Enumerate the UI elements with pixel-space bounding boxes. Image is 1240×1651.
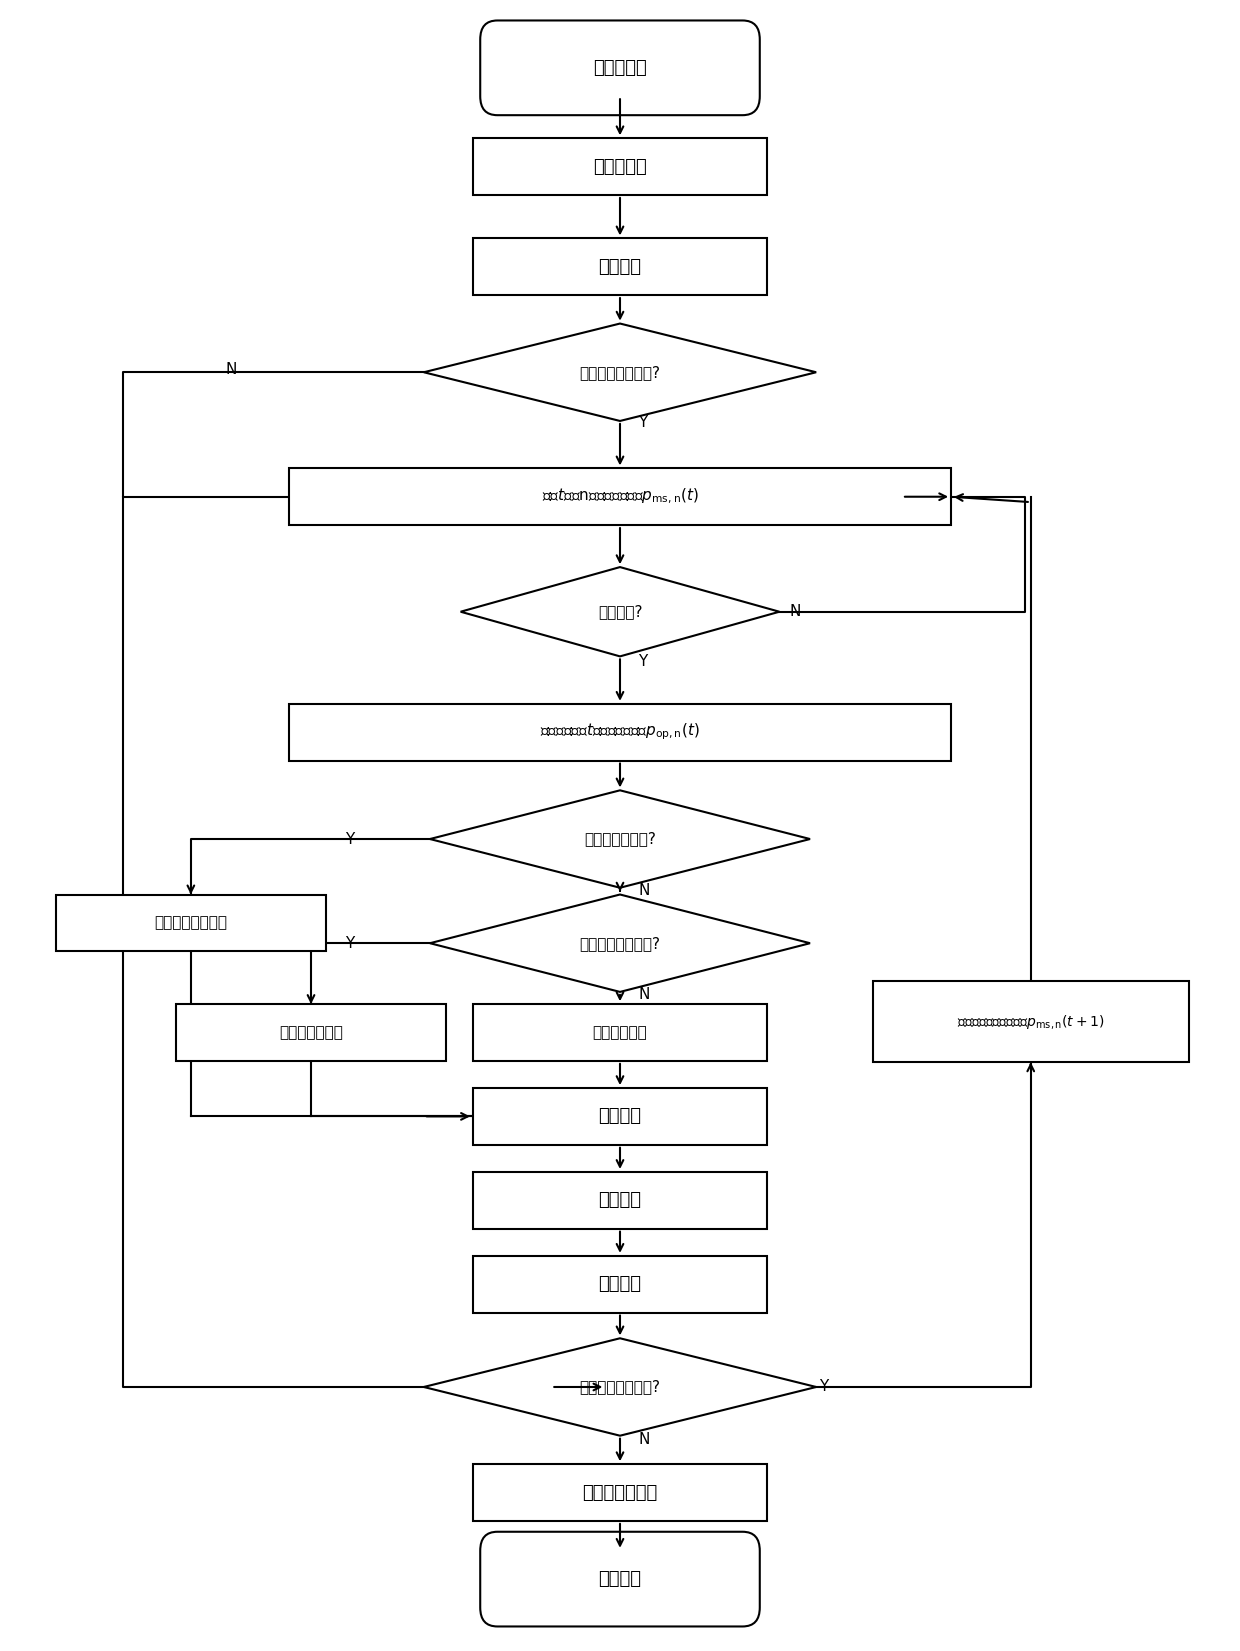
- Text: 运行自检是否通过?: 运行自检是否通过?: [579, 1380, 661, 1395]
- Text: N: N: [639, 883, 650, 898]
- Text: 读取下一时刻油压数据$p_{\mathrm{ms,n}}(t+1)$: 读取下一时刻油压数据$p_{\mathrm{ms,n}}(t+1)$: [957, 1012, 1105, 1030]
- Text: N: N: [789, 604, 801, 619]
- Polygon shape: [430, 895, 810, 992]
- Text: Y: Y: [639, 414, 647, 429]
- Text: 读取$t$时刻n个测点油压数据$p_{\mathrm{ms,n}}(t)$: 读取$t$时刻n个测点油压数据$p_{\mathrm{ms,n}}(t)$: [542, 487, 698, 507]
- Text: Y: Y: [639, 654, 647, 669]
- Text: 计算各个测点$t$时刻的动作油压$p_{\mathrm{op,n}}(t)$: 计算各个测点$t$时刻的动作油压$p_{\mathrm{op,n}}(t)$: [541, 721, 699, 743]
- Text: 运行自检: 运行自检: [599, 1275, 641, 1293]
- Text: N: N: [639, 1433, 650, 1448]
- Bar: [472, 1464, 768, 1521]
- Bar: [56, 895, 326, 951]
- Text: 系统初始化: 系统初始化: [593, 157, 647, 175]
- Text: 是否非正常过压?: 是否非正常过压?: [584, 832, 656, 847]
- Polygon shape: [460, 566, 780, 657]
- Bar: [873, 981, 1189, 1062]
- Text: 数据存储: 数据存储: [599, 1108, 641, 1126]
- FancyBboxPatch shape: [480, 1532, 760, 1626]
- Text: 内部油压正常: 内部油压正常: [593, 1025, 647, 1040]
- Text: 上电自检: 上电自检: [599, 258, 641, 276]
- Text: Y: Y: [345, 936, 353, 951]
- Text: 数据通信: 数据通信: [599, 1192, 641, 1209]
- Text: 内部准过压预警: 内部准过压预警: [279, 1025, 343, 1040]
- Polygon shape: [430, 791, 810, 888]
- Bar: [472, 1088, 768, 1144]
- Text: 上电或复位: 上电或复位: [593, 59, 647, 78]
- Bar: [472, 1004, 768, 1062]
- Text: 是否非正常准过压?: 是否非正常准过压?: [579, 936, 661, 951]
- Text: N: N: [226, 362, 237, 376]
- Text: N: N: [639, 987, 650, 1002]
- Text: 油箱内部过压警示: 油箱内部过压警示: [154, 915, 227, 931]
- Bar: [472, 1256, 768, 1313]
- Text: 等待复位: 等待复位: [599, 1570, 641, 1588]
- Bar: [472, 238, 768, 296]
- Bar: [176, 1004, 446, 1062]
- Text: Y: Y: [818, 1380, 828, 1395]
- Bar: [472, 139, 768, 195]
- Text: 上电自检是否通过?: 上电自检是否通过?: [579, 365, 661, 380]
- Bar: [289, 469, 951, 525]
- Text: Y: Y: [345, 832, 353, 847]
- FancyBboxPatch shape: [480, 20, 760, 116]
- Bar: [289, 703, 951, 761]
- Polygon shape: [424, 1339, 816, 1436]
- Text: 告警、闭锁装置: 告警、闭锁装置: [583, 1484, 657, 1501]
- Text: 是否启动?: 是否启动?: [598, 604, 642, 619]
- Bar: [472, 1172, 768, 1228]
- Polygon shape: [424, 324, 816, 421]
